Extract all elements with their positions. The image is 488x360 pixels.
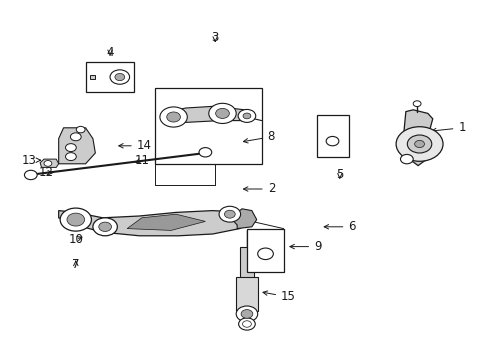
Text: 12: 12 [39,166,54,179]
Text: 5: 5 [335,168,343,181]
Bar [239,247,254,279]
Text: 6: 6 [324,220,355,233]
Text: 3: 3 [211,31,219,44]
Circle shape [243,113,250,119]
Circle shape [414,140,424,148]
Circle shape [412,101,420,107]
Bar [316,115,348,157]
Circle shape [241,310,252,318]
Circle shape [257,248,273,260]
Polygon shape [40,159,59,167]
Circle shape [60,208,91,231]
Polygon shape [403,110,432,166]
Circle shape [219,206,240,222]
Text: 8: 8 [243,130,275,143]
Circle shape [242,321,251,327]
Text: 11: 11 [134,154,149,167]
Polygon shape [59,211,251,236]
Circle shape [215,108,229,118]
Circle shape [65,144,76,152]
Circle shape [166,112,180,122]
Circle shape [93,218,117,236]
Text: 13: 13 [22,154,41,167]
Text: 7: 7 [72,258,80,271]
Text: 1: 1 [431,121,465,134]
Polygon shape [232,209,256,229]
Text: 2: 2 [243,183,275,195]
Circle shape [76,126,85,133]
Circle shape [238,318,255,330]
Bar [246,229,283,272]
Circle shape [67,213,84,226]
Text: 9: 9 [289,240,321,253]
Circle shape [110,70,129,84]
Circle shape [395,127,442,161]
Polygon shape [59,128,95,164]
Bar [85,62,134,92]
Circle shape [407,135,431,153]
Circle shape [400,154,412,164]
Circle shape [160,107,187,127]
Circle shape [238,109,255,122]
Circle shape [224,210,235,218]
Circle shape [24,170,37,180]
Text: 4: 4 [106,46,114,59]
Circle shape [70,133,81,141]
Circle shape [99,222,111,231]
Bar [236,277,257,311]
Circle shape [208,103,236,123]
Circle shape [115,73,124,81]
Circle shape [44,161,52,166]
Text: 14: 14 [119,139,151,152]
Polygon shape [90,75,95,79]
Circle shape [199,148,211,157]
Circle shape [65,153,76,161]
Bar [154,88,262,164]
Polygon shape [161,106,254,122]
Circle shape [325,136,338,146]
Circle shape [236,306,257,322]
Polygon shape [127,214,205,230]
Text: 10: 10 [68,233,83,246]
Text: 15: 15 [263,291,295,303]
